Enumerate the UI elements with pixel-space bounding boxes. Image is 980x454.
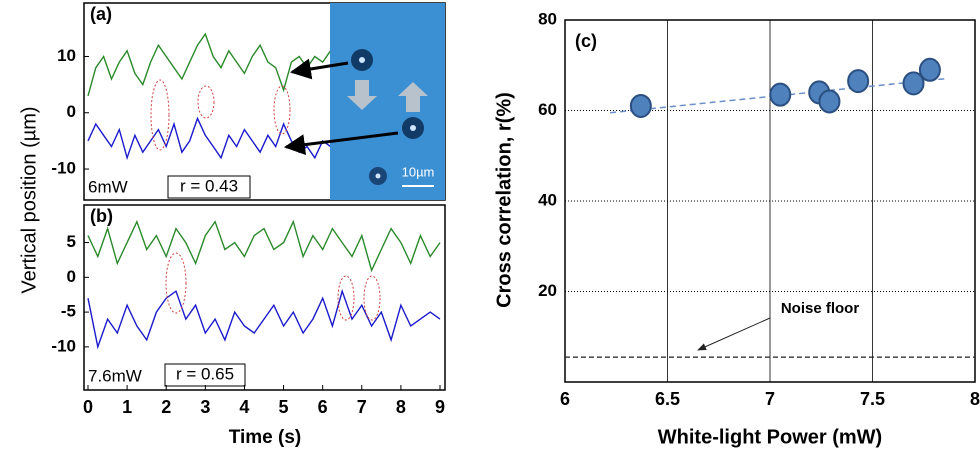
trace [87, 116, 331, 161]
trace [87, 219, 441, 273]
x-tick-label: 7.5 [860, 389, 885, 409]
x-tick-label: 6 [560, 389, 570, 409]
data-point [902, 71, 925, 96]
noise-floor-label: Noise floor [781, 300, 860, 317]
inset-image: 10µm [330, 3, 445, 200]
y-tick-label: -5 [61, 302, 76, 321]
y-tick-label: -10 [51, 336, 76, 355]
annotation-arrows [283, 58, 399, 156]
event-ellipses [150, 79, 381, 321]
power-label: 7.6mW [88, 366, 142, 385]
plot-frame [83, 204, 446, 391]
x-tick-label: 7 [765, 389, 775, 409]
x-axis-label: Time (s) [229, 427, 302, 448]
trend-line [610, 78, 945, 114]
data-point [818, 89, 841, 114]
x-axis-label: White-light Power (mW) [658, 426, 882, 448]
data-point [918, 57, 941, 82]
data-point [847, 69, 870, 94]
correlation-label: r = 0.65 [176, 364, 234, 383]
y-tick-label: 40 [538, 190, 557, 209]
annotation-boxes [164, 175, 251, 387]
data-point [769, 82, 792, 107]
y-axis-label: Vertical position (µm) [18, 106, 40, 293]
x-tick-label: 4 [239, 397, 249, 417]
y-axis-label: Cross correlation, r(%) [493, 92, 515, 308]
x-tick-label: 6 [318, 397, 328, 417]
power-label: 6mW [88, 177, 128, 196]
panel-label: (a) [90, 4, 112, 24]
x-tick-label: 5 [279, 397, 289, 417]
x-tick-label: 7 [357, 397, 367, 417]
x-tick-label: 8 [970, 389, 980, 409]
noise-floor-arrow [697, 317, 771, 351]
panel-label: (b) [90, 206, 113, 226]
y-tick-label: 60 [538, 100, 557, 119]
x-tick-label: 1 [122, 397, 132, 417]
data-point [629, 93, 652, 118]
correlation-label: r = 0.43 [180, 176, 238, 195]
plots: -10 0 10 (a) -10 -5 0 5 0 1 2 3 4 5 6 7 8 9 (b) 20 40 60 80 6 6.… [51, 2, 980, 417]
y-tick-label: 0 [67, 267, 76, 286]
x-tick-label: 8 [396, 397, 406, 417]
trace [87, 288, 441, 350]
y-tick-label: 80 [538, 9, 557, 28]
x-tick-label: 2 [161, 397, 171, 417]
x-tick-label: 3 [200, 397, 210, 417]
y-tick-label: 20 [538, 281, 557, 300]
x-tick-label: 6.5 [655, 389, 680, 409]
y-tick-label: 0 [67, 102, 76, 121]
x-tick-label: 0 [83, 397, 93, 417]
scale-bar-label: 10µm [402, 164, 435, 179]
x-tick-label: 9 [435, 397, 445, 417]
trace [87, 32, 332, 97]
y-tick-label: 10 [57, 46, 76, 65]
y-tick-label: -10 [51, 159, 76, 178]
panel-label: (c) [575, 31, 597, 51]
y-tick-label: 5 [67, 232, 76, 251]
